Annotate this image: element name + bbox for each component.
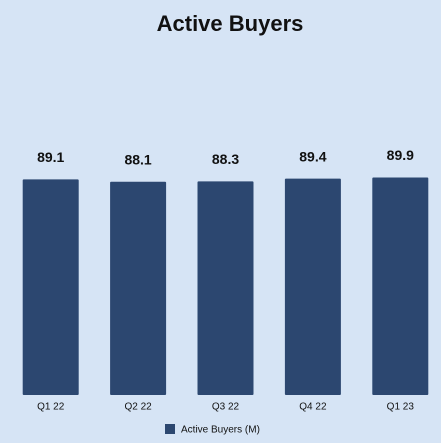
x-tick-label: Q1 23: [387, 402, 415, 413]
value-label: 88.3: [212, 151, 239, 167]
x-tick-label: Q4 22: [299, 402, 327, 413]
legend-swatch: [165, 424, 175, 434]
x-tick-label: Q2 22: [124, 402, 152, 413]
x-tick-label: Q1 22: [37, 402, 65, 413]
bar: [372, 177, 429, 395]
value-label: 89.9: [387, 147, 414, 163]
value-label: 89.1: [37, 149, 64, 165]
value-label: 89.4: [299, 148, 326, 164]
value-label: 88.1: [124, 152, 151, 168]
x-tick-label: Q3 22: [212, 402, 240, 413]
chart-title: Active Buyers: [157, 11, 304, 36]
bar: [22, 179, 79, 395]
bar: [110, 181, 167, 395]
bar: [284, 178, 341, 395]
legend-label: Active Buyers (M): [181, 425, 260, 436]
bar: [197, 181, 254, 395]
